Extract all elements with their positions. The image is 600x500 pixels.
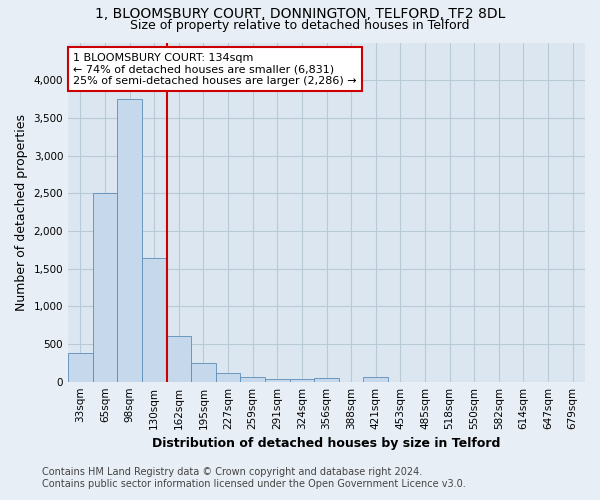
Bar (265, 378, 290, 382)
Bar (241, 377, 265, 382)
Bar (92, 193, 117, 382)
Bar (68, 353, 92, 382)
Bar (290, 380, 314, 382)
Text: 1, BLOOMSBURY COURT, DONNINGTON, TELFORD, TF2 8DL: 1, BLOOMSBURY COURT, DONNINGTON, TELFORD… (95, 8, 505, 22)
Bar (216, 374, 241, 382)
Text: Size of property relative to detached houses in Telford: Size of property relative to detached ho… (130, 18, 470, 32)
Bar (142, 258, 167, 382)
X-axis label: Distribution of detached houses by size in Telford: Distribution of detached houses by size … (152, 437, 501, 450)
Bar (364, 377, 388, 382)
Bar (167, 336, 191, 382)
Bar (117, 99, 142, 382)
Text: 1 BLOOMSBURY COURT: 134sqm
← 74% of detached houses are smaller (6,831)
25% of s: 1 BLOOMSBURY COURT: 134sqm ← 74% of deta… (73, 52, 357, 86)
Y-axis label: Number of detached properties: Number of detached properties (15, 114, 28, 310)
Text: Contains HM Land Registry data © Crown copyright and database right 2024.
Contai: Contains HM Land Registry data © Crown c… (42, 468, 466, 489)
Bar (314, 378, 339, 382)
Bar (191, 363, 216, 382)
